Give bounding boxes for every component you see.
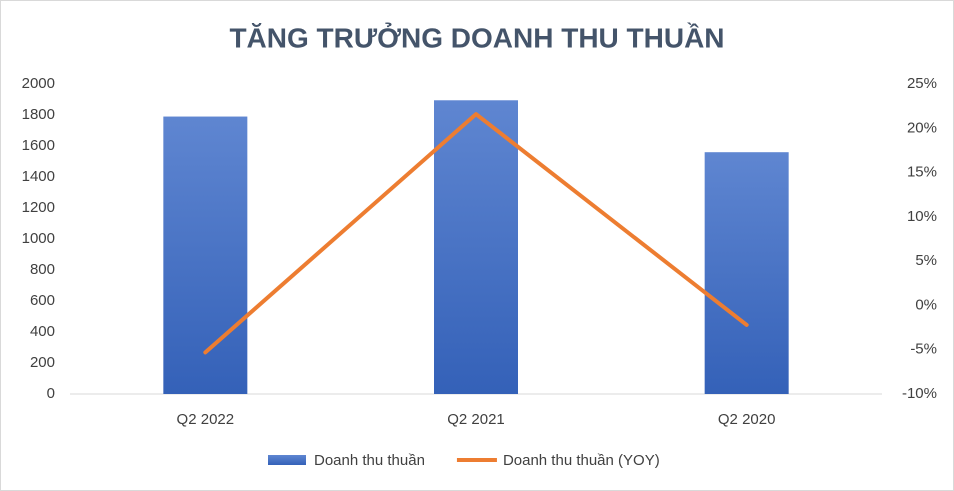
line — [203, 112, 749, 355]
x-tick-label: Q2 2021 — [447, 411, 505, 428]
legend-swatch — [268, 455, 306, 465]
y-tick-label: 400 — [30, 323, 55, 340]
legend-label: Doanh thu thuần (YOY) — [503, 452, 660, 469]
y-tick-label: 1000 — [22, 230, 55, 247]
y-tick-label: 800 — [30, 261, 55, 278]
x-tick-label: Q2 2020 — [718, 411, 776, 428]
y2-tick-label: -5% — [910, 341, 937, 358]
y-tick-label: 1600 — [22, 137, 55, 154]
legend-label: Doanh thu thuần — [314, 452, 425, 469]
y-tick-label: 1800 — [22, 106, 55, 123]
y-tick-label: 2000 — [22, 75, 55, 92]
x-tick-label: Q2 2022 — [177, 411, 235, 428]
y-tick-label: 1200 — [22, 199, 55, 216]
chart-title: TĂNG TRƯỞNG DOANH THU THUẦN — [229, 21, 724, 53]
y-tick-label: 200 — [30, 354, 55, 371]
y2-tick-label: 20% — [907, 119, 937, 136]
bar — [163, 116, 248, 395]
bar — [434, 100, 518, 395]
y2-tick-label: 5% — [915, 252, 937, 269]
y2-tick-label: 15% — [907, 164, 937, 181]
y2-tick-label: 10% — [907, 208, 937, 225]
y-tick-label: 1400 — [22, 168, 55, 185]
y2-tick-label: -10% — [902, 385, 937, 402]
y-tick-label: 0 — [47, 385, 55, 402]
y-tick-label: 600 — [30, 292, 55, 309]
y2-tick-label: 0% — [915, 296, 937, 313]
y2-tick-label: 25% — [907, 75, 937, 92]
bar — [704, 152, 789, 394]
